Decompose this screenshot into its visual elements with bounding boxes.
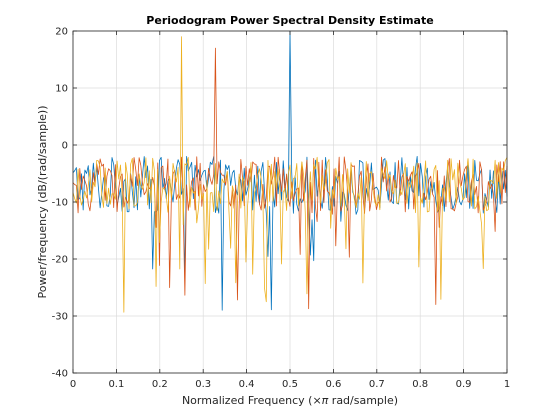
series-line-3 (72, 36, 508, 313)
x-axis-label-suffix: rad/sample) (328, 394, 398, 407)
x-tick-label: 0.2 (152, 379, 168, 390)
x-axis-label-symbol: ×π (312, 394, 328, 407)
y-tick-label: -10 (52, 198, 68, 209)
x-tick-label: 0.9 (456, 379, 472, 390)
y-tick-label: -40 (52, 369, 68, 380)
ticks: 0 0.1 0.2 0.3 0.4 0.5 0.6 0.7 0.8 0.9 1 -40 -30 -20 -1… (52, 27, 511, 391)
x-tick-label: 0.5 (282, 379, 298, 390)
y-tick-label: 20 (55, 27, 68, 38)
x-tick-label: 0.8 (412, 379, 428, 390)
y-tick-label: -30 (52, 312, 68, 323)
x-tick-label: 0.6 (325, 379, 341, 390)
y-tick-label: 0 (62, 141, 68, 152)
x-tick-label: 0.4 (239, 379, 255, 390)
y-tick-label: -20 (52, 255, 68, 266)
x-axis-label-prefix: Normalized Frequency ( (182, 394, 313, 407)
x-tick-label: 0 (70, 379, 76, 390)
y-axis-label: Power/frequency (dB/(rad/sample)) (36, 106, 49, 299)
series-line-2 (72, 47, 508, 310)
x-tick-label: 1 (504, 379, 510, 390)
x-tick-label: 0.1 (108, 379, 124, 390)
y-tick-label: 10 (55, 84, 68, 95)
x-tick-label: 0.3 (195, 379, 211, 390)
x-tick-label: 0.7 (369, 379, 385, 390)
chart-title: Periodogram Power Spectral Density Estim… (146, 14, 433, 27)
x-axis-label: Normalized Frequency (×π rad/sample) (182, 394, 398, 407)
